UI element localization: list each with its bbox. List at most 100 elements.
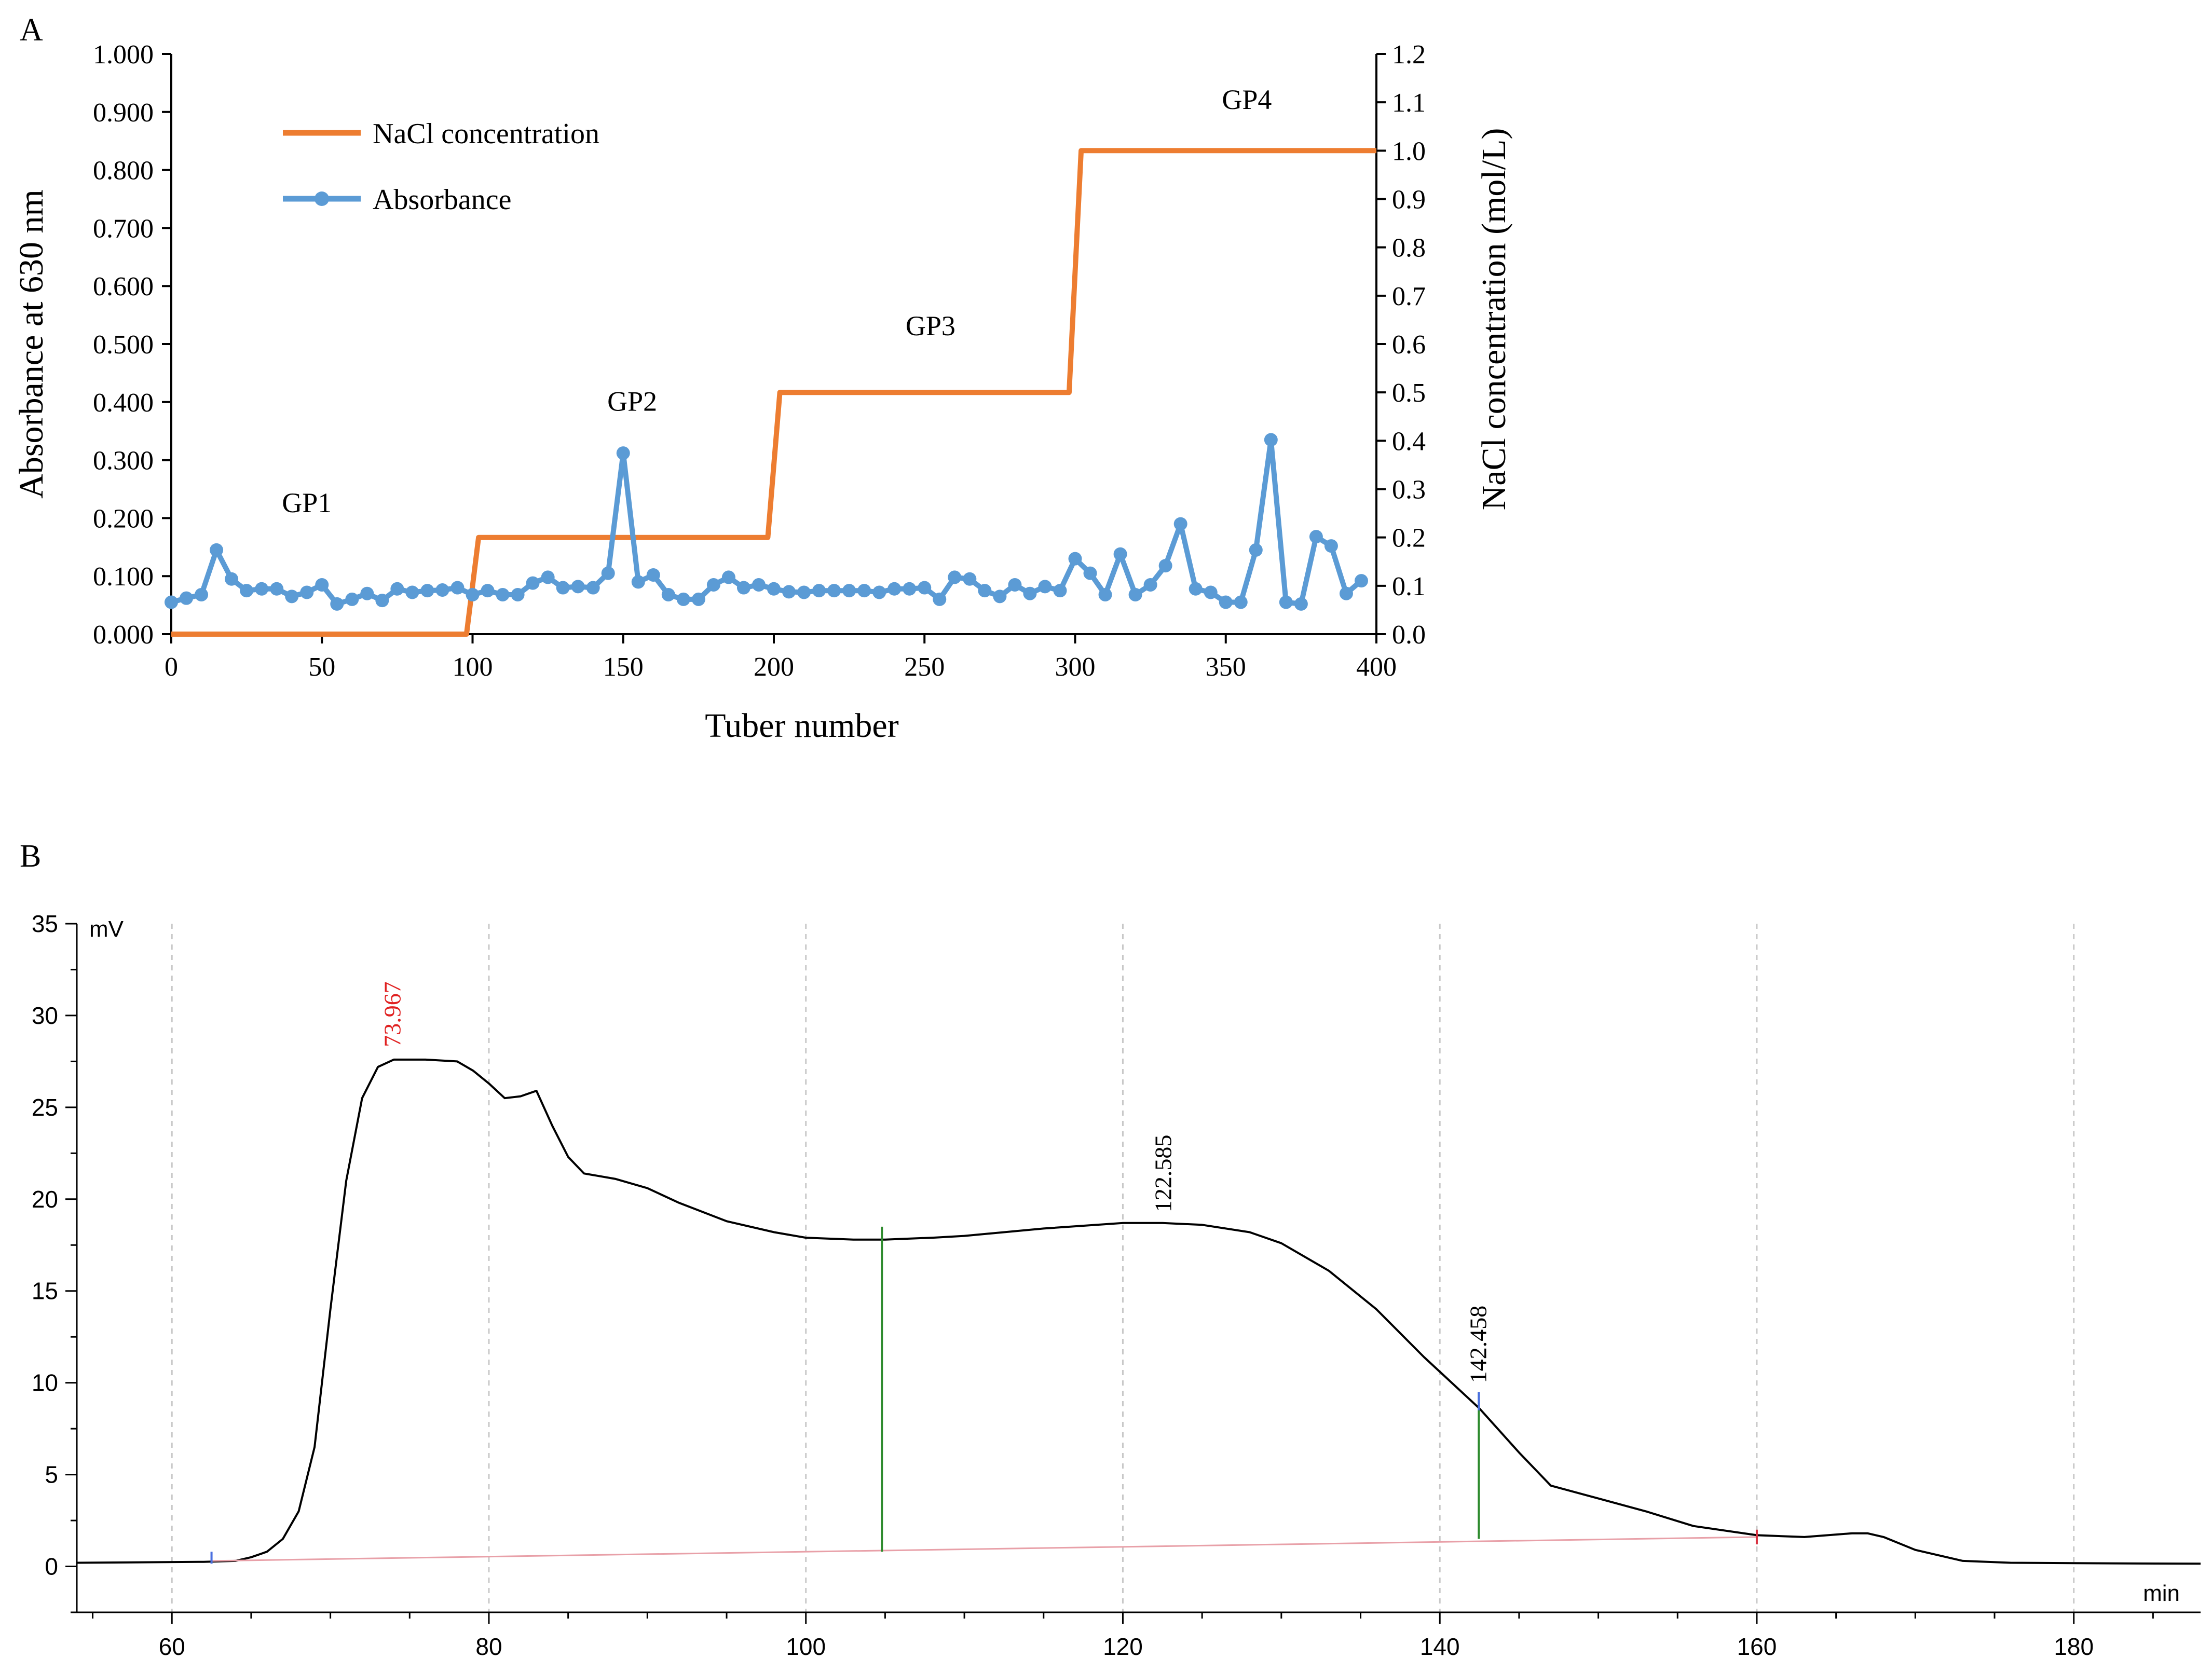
absorbance-point	[646, 568, 660, 582]
a-y-left-tick-label: 0.200	[93, 504, 154, 533]
nacl-concentration-line	[171, 148, 1376, 637]
absorbance-point	[1339, 586, 1353, 600]
a-y-left-tick-label: 0.500	[93, 330, 154, 360]
a-x-tick-label: 0	[165, 652, 178, 682]
panel-b-chart: B mV min 0 5 10 15 20 25 30 35 60 80 100 120 140 160…	[20, 839, 2201, 1660]
absorbance-point	[1098, 587, 1112, 601]
absorbance-point	[315, 578, 329, 592]
absorbance-point	[872, 585, 886, 599]
b-y-unit: mV	[89, 916, 124, 942]
absorbance-point	[1189, 582, 1203, 596]
absorbance-point	[390, 582, 404, 596]
absorbance-point	[736, 581, 750, 595]
a-y-right-tick-label: 0.8	[1392, 234, 1426, 263]
b-y-tick-label: 35	[32, 910, 58, 937]
b-x-tick-label: 140	[1420, 1633, 1460, 1660]
absorbance-point	[270, 582, 284, 596]
absorbance-point	[1128, 587, 1142, 601]
absorbance-point	[706, 578, 720, 592]
a-x-tick-label: 150	[603, 652, 644, 682]
b-x-unit: min	[2143, 1581, 2180, 1606]
a-y-right-tick-label: 1.1	[1392, 88, 1426, 118]
absorbance-point	[887, 582, 902, 596]
absorbance-point	[1158, 559, 1172, 573]
b-y-tick-label: 5	[45, 1461, 58, 1488]
absorbance-point	[1113, 547, 1127, 561]
absorbance-point	[918, 581, 932, 595]
absorbance-point	[676, 592, 690, 606]
absorbance-point	[420, 584, 434, 598]
absorbance-point	[1008, 578, 1022, 592]
absorbance-point	[1279, 595, 1293, 609]
absorbance-point	[1204, 585, 1218, 599]
absorbance-point	[963, 572, 977, 586]
absorbance-point	[586, 581, 600, 595]
legend-nacl-label: NaCl concentration	[373, 118, 599, 150]
b-y-tick-label: 20	[32, 1186, 58, 1213]
absorbance-point	[721, 570, 735, 584]
a-x-tick-label: 100	[453, 652, 493, 682]
peak-label: 142.458	[1465, 1306, 1491, 1383]
b-y-tick-label: 30	[32, 1002, 58, 1029]
legend-absorbance-label: Absorbance	[373, 184, 511, 216]
absorbance-point	[993, 590, 1007, 604]
absorbance-point	[1143, 578, 1157, 592]
absorbance-point	[435, 583, 449, 597]
a-y-left-tick-label: 0.300	[93, 446, 154, 476]
group-label: GP3	[906, 310, 955, 341]
absorbance-point	[903, 582, 917, 596]
absorbance-point	[1234, 595, 1248, 609]
panel-a-chart: A 0.000 0.100 0.200 0.300 0.400 0.500 0.600 0.7…	[12, 12, 1513, 745]
a-x-tick-label: 350	[1206, 652, 1246, 682]
absorbance-point	[405, 585, 419, 599]
a-y-right-tick-label: 0.3	[1392, 475, 1426, 505]
absorbance-point	[978, 584, 992, 598]
b-x-tick-label: 60	[159, 1633, 185, 1660]
b-y-tick-label: 10	[32, 1369, 58, 1396]
absorbance-point	[752, 578, 766, 592]
baseline-line	[211, 1536, 1757, 1562]
a-y-left-tick-label: 0.100	[93, 562, 154, 592]
a-x-tick-label: 300	[1055, 652, 1096, 682]
absorbance-point	[360, 586, 374, 600]
a-y-left-tick-label: 1.000	[93, 40, 154, 70]
a-y-left-tick-label: 0.800	[93, 156, 154, 186]
a-y-left-title: Absorbance at 630 nm	[12, 189, 50, 499]
absorbance-point	[842, 584, 856, 598]
absorbance-point	[661, 587, 675, 601]
a-y-right-title: NaCl concentration (mol/L)	[1475, 128, 1513, 511]
b-y-tick-label: 25	[32, 1094, 58, 1121]
absorbance-point	[225, 572, 239, 586]
absorbance-point	[1324, 539, 1338, 553]
a-y-left-tick-label: 0.900	[93, 98, 154, 128]
panel-b-label: B	[20, 839, 41, 874]
absorbance-point	[1294, 597, 1308, 611]
absorbance-point	[782, 585, 796, 599]
absorbance-point	[345, 592, 359, 606]
a-y-right-tick-label: 0.5	[1392, 378, 1426, 408]
absorbance-point	[285, 590, 299, 604]
absorbance-point	[1309, 530, 1323, 544]
a-y-right-tick-label: 0.7	[1392, 282, 1426, 311]
absorbance-point	[571, 580, 585, 594]
a-legend: NaCl concentration Absorbance	[283, 118, 599, 216]
absorbance-point	[1038, 580, 1052, 594]
absorbance-point	[330, 597, 344, 611]
absorbance-point	[933, 592, 947, 606]
a-y-left-tick-label: 0.700	[93, 214, 154, 243]
absorbance-point	[1354, 574, 1368, 588]
peak-label: 122.585	[1150, 1135, 1176, 1213]
a-y-right-tick-label: 0.4	[1392, 427, 1426, 456]
absorbance-point	[496, 587, 510, 601]
b-x-tick-label: 180	[2054, 1633, 2094, 1660]
b-y-tick-label: 0	[45, 1553, 58, 1580]
absorbance-point	[1264, 433, 1278, 447]
absorbance-point	[616, 446, 630, 460]
a-y-left-tick-label: 0.400	[93, 388, 154, 418]
a-y-right-tick-label: 0.2	[1392, 524, 1426, 553]
a-x-tick-label: 200	[754, 652, 794, 682]
absorbance-point	[255, 582, 269, 596]
absorbance-point	[541, 570, 555, 584]
absorbance-point	[1053, 584, 1067, 598]
